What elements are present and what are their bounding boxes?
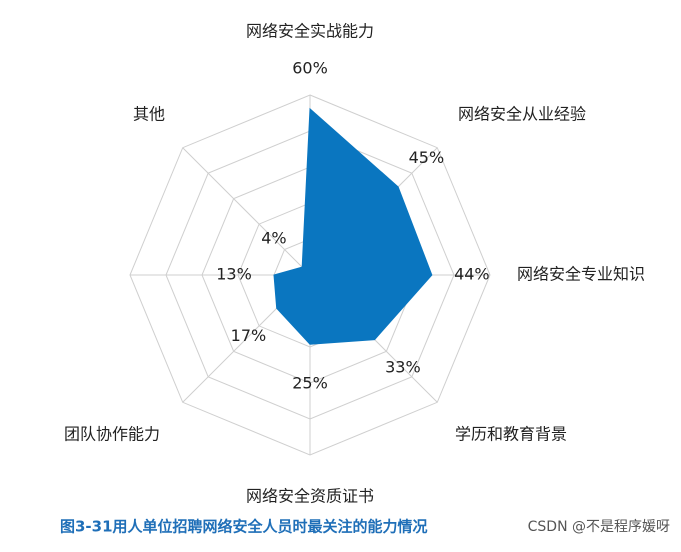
spoke [182, 147, 311, 276]
category-label: 学历和教育背景 [455, 425, 567, 444]
value-label: 60% [292, 58, 328, 77]
category-label: 网络安全实战能力 [246, 22, 374, 41]
watermark: CSDN @不是程序媛呀 [528, 519, 670, 535]
value-label: 25% [292, 374, 328, 393]
value-label: 13% [216, 265, 252, 284]
category-label: 网络安全专业知识 [517, 265, 645, 284]
category-label: 其他 [133, 105, 165, 124]
category-label: 网络安全从业经验 [458, 105, 586, 124]
category-label: 团队协作能力 [64, 425, 160, 444]
category-label: 网络安全资质证书 [246, 487, 374, 506]
radar-area [273, 107, 433, 345]
caption: 图3-31用人单位招聘网络安全人员时最关注的能力情况 [60, 518, 428, 536]
value-label: 44% [454, 265, 490, 284]
value-label: 45% [409, 148, 445, 167]
value-label: 4% [261, 228, 286, 247]
value-label: 33% [385, 357, 421, 376]
value-label: 17% [231, 326, 267, 345]
